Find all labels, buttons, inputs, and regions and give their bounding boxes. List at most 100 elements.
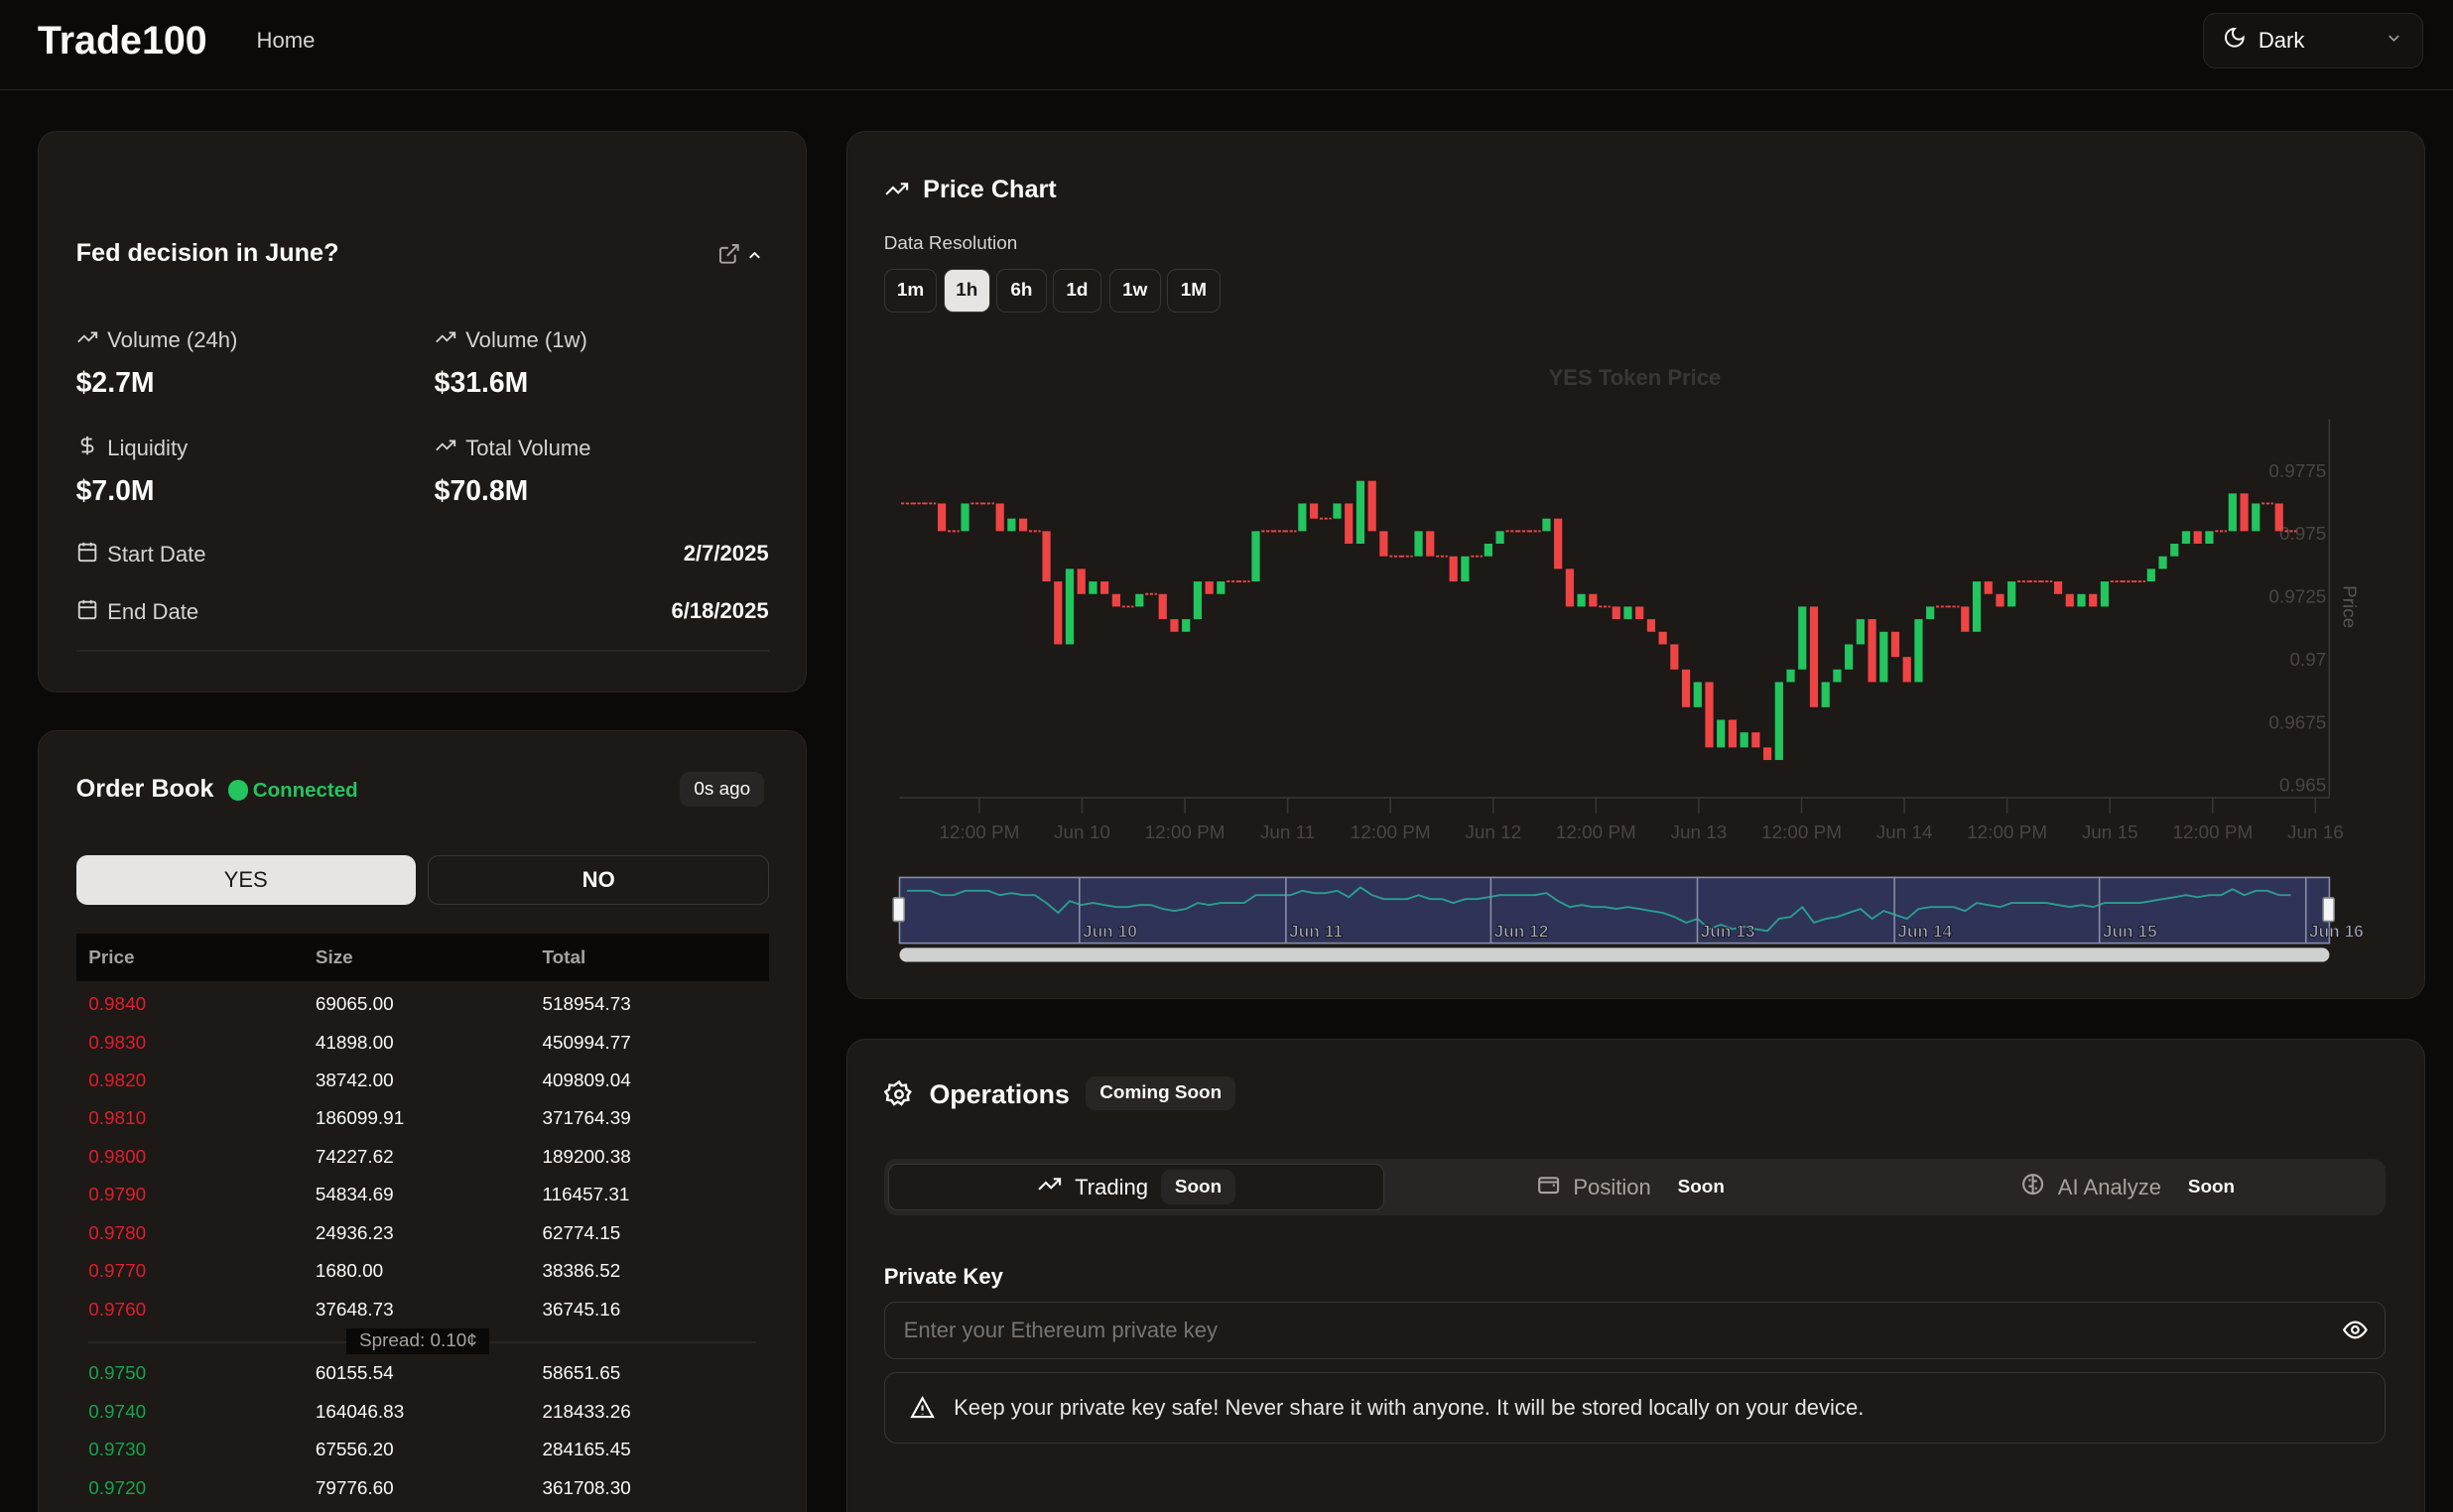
candle bbox=[1356, 480, 1365, 545]
candle bbox=[1589, 593, 1598, 607]
candle bbox=[1054, 581, 1063, 645]
eye-icon[interactable] bbox=[2342, 1317, 2369, 1350]
candle bbox=[1890, 631, 1900, 658]
resolution-1m[interactable]: 1m bbox=[883, 269, 938, 314]
x-tick-label: Jun 10 bbox=[1054, 822, 1110, 843]
order-row[interactable]: 0.9840 69065.00 518954.73 bbox=[88, 994, 777, 1026]
candle bbox=[2065, 593, 2074, 607]
x-tick-label: Jun 11 bbox=[1260, 822, 1315, 843]
resolution-1d[interactable]: 1d bbox=[1052, 269, 1101, 314]
resolution-6h[interactable]: 6h bbox=[996, 269, 1047, 314]
candle bbox=[1751, 732, 1760, 748]
candle bbox=[1728, 719, 1738, 748]
order-price: 0.9740 bbox=[88, 1401, 147, 1423]
yes-toggle[interactable]: YES bbox=[75, 854, 416, 906]
theme-value: Dark bbox=[2258, 27, 2305, 53]
navigator-scrollbar bbox=[899, 947, 2330, 962]
order-row[interactable]: 0.9810 186099.91 371764.39 bbox=[88, 1108, 777, 1140]
order-size: 164046.83 bbox=[315, 1401, 405, 1423]
y-tick-label: 0.975 bbox=[2279, 524, 2326, 545]
candle bbox=[1612, 606, 1620, 620]
logo[interactable]: Trade100 bbox=[37, 18, 207, 63]
candle bbox=[1554, 518, 1563, 569]
candle bbox=[1158, 593, 1167, 620]
order-price: 0.9830 bbox=[88, 1032, 147, 1054]
chevron-up-icon[interactable] bbox=[745, 243, 764, 272]
y-axis-title: Price bbox=[2339, 585, 2360, 628]
order-size: 67556.20 bbox=[315, 1440, 394, 1461]
y-tick-label: 0.965 bbox=[2279, 776, 2326, 797]
warning-text: Keep your private key safe! Never share … bbox=[954, 1394, 1865, 1420]
candle bbox=[1845, 644, 1854, 670]
private-key-input[interactable] bbox=[883, 1301, 2387, 1359]
trending-up-icon bbox=[1037, 1172, 1062, 1202]
tab-trading[interactable]: Trading Soon bbox=[888, 1163, 1385, 1211]
candle bbox=[1461, 556, 1470, 582]
theme-select[interactable]: Dark bbox=[2202, 12, 2423, 69]
operations-card bbox=[845, 1038, 2425, 1512]
price-chart-title: Price Chart bbox=[923, 175, 1057, 203]
order-row[interactable]: 0.9720 79776.60 361708.30 bbox=[88, 1478, 777, 1510]
start-date-label: Start Date bbox=[76, 541, 206, 568]
col-price: Price bbox=[88, 946, 135, 968]
candle bbox=[1367, 480, 1376, 532]
order-row[interactable]: 0.9800 74227.62 189200.38 bbox=[88, 1147, 777, 1179]
order-total: 409809.04 bbox=[542, 1071, 631, 1091]
order-row[interactable]: 0.9760 37648.73 36745.16 bbox=[88, 1300, 777, 1331]
operations-title: Operations bbox=[929, 1078, 1070, 1109]
stat-value: $31.6M bbox=[434, 366, 529, 399]
y-tick-label: 0.9775 bbox=[2268, 461, 2326, 482]
candle bbox=[1670, 644, 1679, 670]
candle bbox=[1019, 518, 1028, 532]
order-size: 41898.00 bbox=[315, 1032, 394, 1054]
resolution-1M[interactable]: 1M bbox=[1167, 269, 1221, 314]
nav-home[interactable]: Home bbox=[256, 28, 316, 54]
tab-ai-analyze[interactable]: AI Analyze Soon bbox=[1886, 1164, 2383, 1210]
order-row[interactable]: 0.9830 41898.00 450994.77 bbox=[88, 1033, 777, 1065]
resolution-1w[interactable]: 1w bbox=[1108, 269, 1161, 314]
resolution-1h[interactable]: 1h bbox=[943, 269, 990, 314]
tab-position[interactable]: Position Soon bbox=[1389, 1164, 1885, 1210]
candle bbox=[2252, 503, 2260, 532]
external-link-icon[interactable] bbox=[717, 242, 741, 273]
candle bbox=[1170, 619, 1179, 632]
order-size: 69065.00 bbox=[315, 994, 394, 1016]
candle bbox=[1693, 682, 1702, 707]
candle bbox=[2089, 593, 2098, 607]
order-row[interactable]: 0.9740 164046.83 218433.26 bbox=[88, 1402, 777, 1434]
candle bbox=[1786, 669, 1795, 683]
order-row[interactable]: 0.9820 38742.00 409809.04 bbox=[88, 1071, 777, 1102]
x-tick-label: 12:00 PM bbox=[1967, 822, 2047, 843]
order-row[interactable]: 0.9750 60155.54 58651.65 bbox=[88, 1363, 777, 1395]
dollar-icon bbox=[76, 435, 98, 462]
order-row[interactable]: 0.9730 67556.20 284165.45 bbox=[88, 1440, 777, 1471]
candle bbox=[1798, 606, 1807, 670]
order-size: 37648.73 bbox=[315, 1299, 394, 1321]
navigator-label: Jun 15 bbox=[2103, 921, 2157, 941]
order-row[interactable]: 0.9770 1680.00 38386.52 bbox=[88, 1261, 777, 1293]
order-price: 0.9720 bbox=[88, 1477, 147, 1499]
candle bbox=[1658, 631, 1667, 645]
order-row[interactable]: 0.9790 54834.69 116457.31 bbox=[88, 1185, 777, 1216]
candle bbox=[1414, 531, 1423, 557]
navigator-handle-right bbox=[2322, 897, 2335, 923]
navigator-label: Jun 10 bbox=[1083, 921, 1137, 941]
y-tick-label: 0.97 bbox=[2289, 650, 2326, 671]
candle bbox=[1856, 619, 1865, 645]
candle bbox=[1182, 619, 1191, 632]
order-row[interactable]: 0.9780 24936.23 62774.15 bbox=[88, 1223, 777, 1255]
trending-up-icon bbox=[884, 177, 909, 208]
candle bbox=[1833, 669, 1842, 683]
candle bbox=[1984, 581, 1993, 594]
divider bbox=[75, 650, 770, 652]
order-size: 1680.00 bbox=[315, 1261, 384, 1283]
candle bbox=[2170, 544, 2179, 557]
order-size: 60155.54 bbox=[315, 1363, 394, 1385]
market-title: Fed decision in June? bbox=[75, 238, 339, 267]
end-date-value: 6/18/2025 bbox=[671, 598, 769, 624]
stat-value: $2.7M bbox=[75, 366, 155, 399]
no-toggle[interactable]: NO bbox=[428, 854, 770, 906]
order-total: 518954.73 bbox=[542, 994, 631, 1016]
candle bbox=[1065, 568, 1075, 645]
order-price: 0.9820 bbox=[88, 1071, 147, 1091]
